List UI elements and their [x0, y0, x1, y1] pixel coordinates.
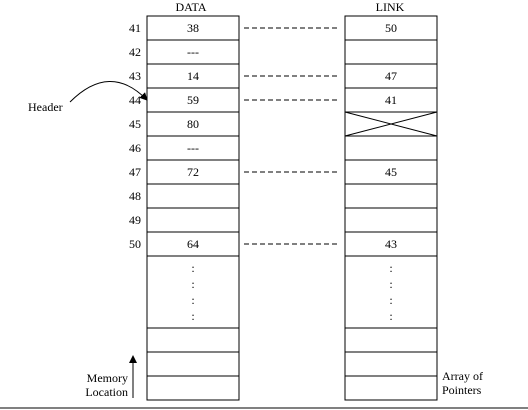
memory-location-number: 50: [129, 237, 141, 251]
link-cell: [344, 159, 438, 185]
memory-location-number: 49: [129, 213, 141, 227]
data-value: 72: [187, 165, 199, 179]
data-column-header: DATA: [175, 0, 206, 14]
link-ellipsis-dot: :: [389, 293, 392, 307]
data-value: ---: [187, 45, 199, 59]
null-link-cross: [344, 111, 438, 137]
memory-row: 48: [129, 183, 438, 209]
data-value: 59: [187, 93, 199, 107]
link-value: 43: [385, 237, 397, 251]
link-cell: [344, 87, 438, 113]
header-label: Header: [28, 100, 63, 114]
memory-row: 46 ---: [129, 135, 438, 161]
link-ellipsis-dot: :: [389, 261, 392, 275]
link-ellipsis-dot: :: [389, 277, 392, 291]
data-cell: [146, 375, 240, 401]
data-cell: [146, 207, 240, 233]
memory-location-number: 45: [129, 117, 141, 131]
data-cell: [146, 231, 240, 257]
link-value: 45: [385, 165, 397, 179]
data-cell: [146, 135, 240, 161]
link-continuation-cell: [344, 255, 438, 329]
link-cell: [344, 135, 438, 161]
link-value: 50: [385, 21, 397, 35]
data-value: 80: [187, 117, 199, 131]
data-cell: [146, 351, 240, 377]
link-cell: [344, 39, 438, 65]
memory-rows: 41 38 50 42 --- 43 14 47 44 59 41 45 80 46 --- 47 72 45 48…: [129, 15, 438, 257]
data-value: ---: [187, 141, 199, 155]
data-cell: [146, 159, 240, 185]
memory-row: 49: [129, 207, 438, 233]
memory-location-number: 44: [129, 93, 141, 107]
link-cell: [344, 375, 438, 401]
link-cell: [344, 183, 438, 209]
data-cell: [146, 87, 240, 113]
memory-location-number: 41: [129, 21, 141, 35]
link-cell: [344, 231, 438, 257]
memory-location-label-line1: Memory: [87, 371, 128, 385]
data-continuation-cell: [146, 255, 240, 329]
memory-location-number: 43: [129, 69, 141, 83]
memory-location-number: 48: [129, 189, 141, 203]
memory-row: 50 64 43: [129, 231, 438, 257]
array-continuation: ::::::::: [146, 255, 438, 401]
data-cell: [146, 183, 240, 209]
memory-location-number: 46: [129, 141, 141, 155]
memory-row: 44 59 41: [129, 87, 438, 113]
memory-location-number: 47: [129, 165, 141, 179]
link-column-header: LINK: [376, 0, 405, 14]
link-cell: [344, 63, 438, 89]
link-cell: [344, 351, 438, 377]
memory-location-number: 42: [129, 45, 141, 59]
data-ellipsis-dot: :: [191, 261, 194, 275]
link-value: 41: [385, 93, 397, 107]
memory-row: 43 14 47: [129, 63, 438, 89]
memory-location-label-line2: Location: [85, 385, 128, 399]
data-cell: [146, 15, 240, 41]
data-value: 14: [187, 69, 199, 83]
link-cell: [344, 327, 438, 353]
data-ellipsis-dot: :: [191, 293, 194, 307]
memory-row: 42 ---: [129, 39, 438, 65]
memory-row: 45 80: [129, 111, 438, 137]
data-cell: [146, 327, 240, 353]
link-value: 47: [385, 69, 397, 83]
link-ellipsis-dot: :: [389, 309, 392, 323]
memory-row: 47 72 45: [129, 159, 438, 185]
data-ellipsis-dot: :: [191, 277, 194, 291]
data-value: 64: [187, 237, 199, 251]
link-cell: [344, 207, 438, 233]
data-value: 38: [187, 21, 199, 35]
array-of-pointers-label-line2: Pointers: [442, 383, 482, 397]
data-ellipsis-dot: :: [191, 309, 194, 323]
memory-row: 41 38 50: [129, 15, 438, 41]
array-of-pointers-label-line1: Array of: [442, 369, 483, 383]
data-cell: [146, 111, 240, 137]
link-cell: [344, 15, 438, 41]
header-pointer-arrow: [69, 81, 148, 103]
